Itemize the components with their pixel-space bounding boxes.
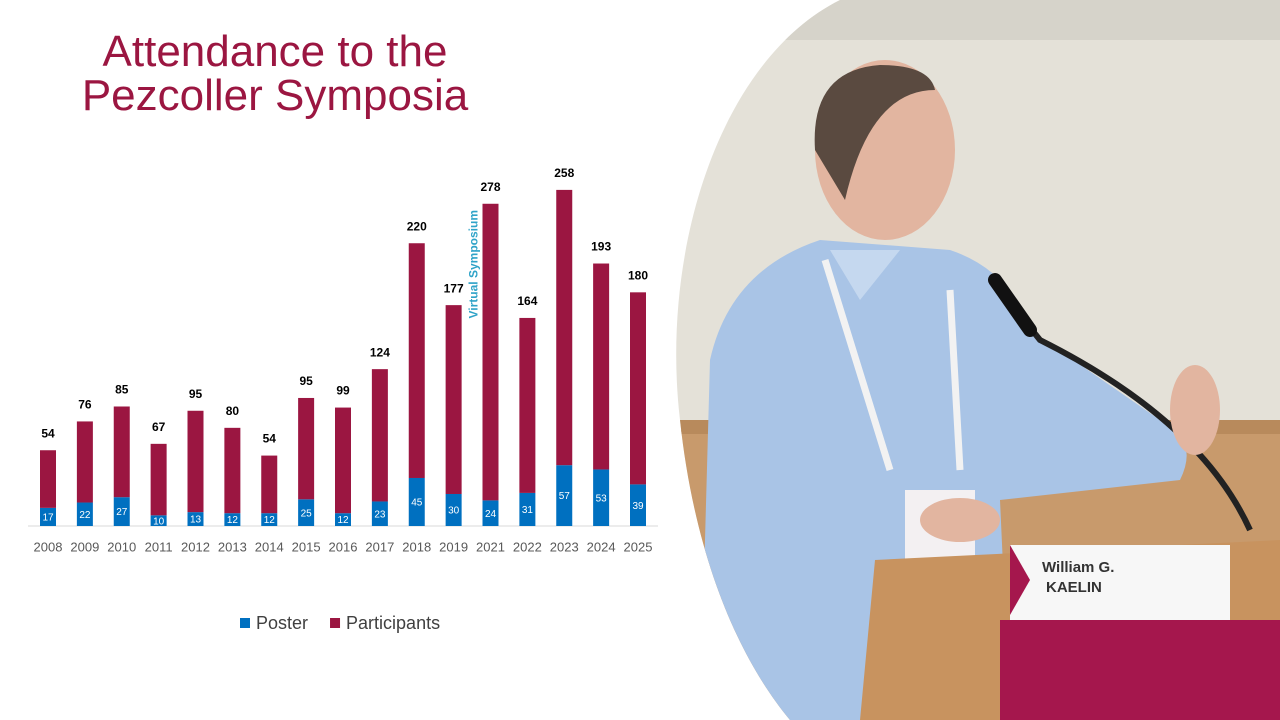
value-label: 22 <box>79 510 91 521</box>
bar-segment <box>187 512 204 526</box>
bar-segment <box>76 502 93 526</box>
bar-segment <box>224 427 241 514</box>
bar-segment <box>40 450 56 508</box>
value-label: 54 <box>263 432 277 446</box>
name-plate-line: KAELIN <box>1046 579 1102 596</box>
bar-segment <box>335 513 351 526</box>
bar-segment <box>371 501 388 526</box>
x-tick-label: 2019 <box>439 539 468 554</box>
value-label: 30 <box>448 506 460 517</box>
value-label: 177 <box>444 281 464 295</box>
value-label: 13 <box>190 515 202 526</box>
value-label: 54 <box>41 426 55 440</box>
bar-segment <box>519 492 536 526</box>
value-label: 53 <box>596 493 608 504</box>
chart: 17 54 2008 22 76 2009 27 85 2010 10 67 2011 13 95 2012… <box>28 166 658 633</box>
value-label: 27 <box>116 507 128 518</box>
x-tick-label: 2017 <box>365 539 394 554</box>
bar-segment <box>408 243 425 478</box>
bar-segment <box>445 305 462 494</box>
x-tick-label: 2024 <box>587 539 616 554</box>
x-tick-label: 2023 <box>550 539 579 554</box>
value-label: 31 <box>522 505 534 516</box>
bar-segment <box>298 397 315 500</box>
name-plate-line: William G. <box>1042 559 1114 576</box>
value-label: 180 <box>628 268 648 282</box>
x-tick-label: 2018 <box>402 539 431 554</box>
value-label: 164 <box>517 294 537 308</box>
value-label: 220 <box>407 219 427 233</box>
x-tick-label: 2016 <box>329 539 358 554</box>
value-label: 95 <box>189 387 203 401</box>
x-tick-label: 2015 <box>292 539 321 554</box>
bar-segment <box>630 292 646 485</box>
bar-segment <box>261 455 278 514</box>
x-tick-label: 2021 <box>476 539 505 554</box>
annotation: Virtual Symposium <box>467 210 481 318</box>
x-tick-label: 2014 <box>255 539 284 554</box>
value-label: 57 <box>559 491 571 502</box>
x-tick-label: 2009 <box>70 539 99 554</box>
x-tick-label: 2008 <box>34 539 63 554</box>
bar-segment <box>371 369 388 502</box>
value-label: 24 <box>485 509 497 520</box>
value-label: 193 <box>591 240 611 254</box>
x-tick-label: 2012 <box>181 539 210 554</box>
value-label: 45 <box>411 498 423 509</box>
bar-segment <box>482 500 499 526</box>
x-tick-label: 2013 <box>218 539 247 554</box>
legend-label: Participants <box>346 613 440 633</box>
bar-segment <box>593 469 610 526</box>
value-label: 67 <box>152 420 166 434</box>
value-label: 25 <box>301 508 313 519</box>
bar-segment <box>224 513 241 526</box>
bar-segment <box>40 507 56 526</box>
value-label: 12 <box>227 515 239 526</box>
value-label: 12 <box>264 515 276 526</box>
x-tick-label: 2011 <box>145 539 173 554</box>
value-label: 17 <box>42 513 54 524</box>
bar-segment <box>335 407 351 514</box>
legend-label: Poster <box>256 613 308 633</box>
legend-swatch <box>240 618 250 628</box>
bar-segment <box>113 497 130 526</box>
bar-segment <box>556 189 573 466</box>
bar-segment <box>408 477 425 526</box>
x-tick-label: 2022 <box>513 539 542 554</box>
value-label: 99 <box>336 384 350 398</box>
chart-title: Attendance to the Pezcoller Symposia <box>81 27 469 120</box>
bar-segment <box>519 317 536 493</box>
bar-segment <box>76 421 93 503</box>
bar-segment <box>630 484 646 526</box>
bar-segment <box>593 263 610 470</box>
x-tick-label: 2025 <box>624 539 653 554</box>
value-label: 39 <box>632 501 644 512</box>
bar-segment <box>150 515 167 526</box>
legend-swatch <box>330 618 341 628</box>
value-label: 76 <box>78 398 92 412</box>
value-label: 85 <box>115 383 129 397</box>
x-tick-label: 2010 <box>107 539 136 554</box>
value-label: 124 <box>370 345 390 359</box>
bar-segment <box>556 465 573 526</box>
value-label: 258 <box>554 166 574 180</box>
bar-segment <box>113 406 130 498</box>
value-label: 80 <box>226 404 240 418</box>
value-label: 12 <box>337 515 349 526</box>
bar-segment <box>261 513 278 526</box>
value-label: 95 <box>299 374 313 388</box>
value-label: 23 <box>374 509 386 520</box>
bar-segment <box>298 499 315 526</box>
bar-segment <box>482 203 499 501</box>
bar-segment <box>150 443 167 516</box>
value-label: 10 <box>153 516 165 527</box>
bar-segment <box>445 493 462 526</box>
value-label: 278 <box>480 180 500 194</box>
bar-segment <box>187 410 204 513</box>
